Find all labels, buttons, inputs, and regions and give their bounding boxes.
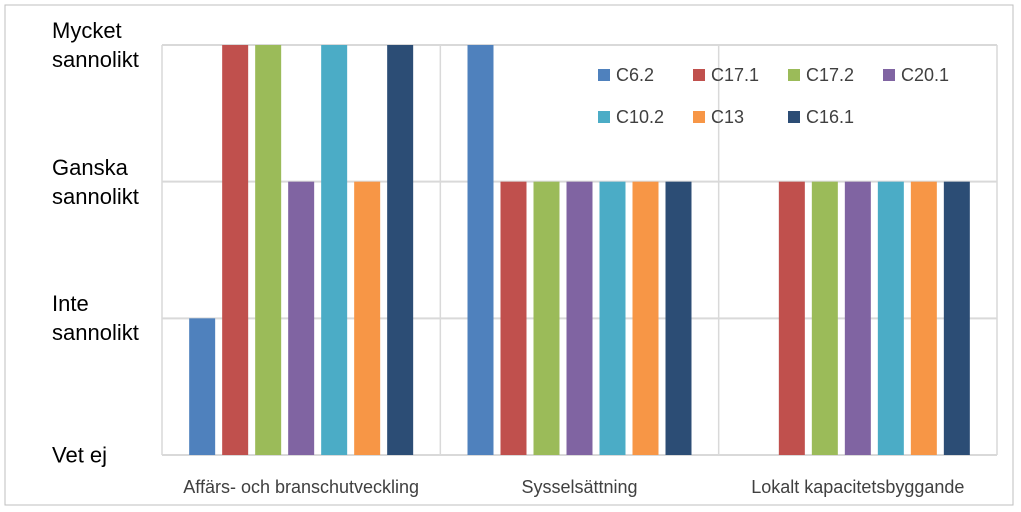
bar bbox=[877, 181, 904, 455]
legend-swatch bbox=[598, 69, 610, 81]
bar bbox=[189, 318, 216, 455]
bar bbox=[599, 181, 626, 455]
bar bbox=[778, 181, 805, 455]
legend-swatch bbox=[598, 111, 610, 123]
bar bbox=[632, 181, 659, 455]
bar bbox=[467, 45, 494, 455]
legend-label: C17.1 bbox=[711, 65, 759, 85]
x-tick-label: Sysselsättning bbox=[521, 477, 637, 497]
legend-swatch bbox=[788, 69, 800, 81]
bar bbox=[533, 181, 560, 455]
bar bbox=[255, 45, 282, 455]
y-tick-label: Mycket sannolikt bbox=[52, 18, 139, 72]
bar bbox=[566, 181, 593, 455]
legend-swatch bbox=[693, 69, 705, 81]
legend-label: C16.1 bbox=[806, 107, 854, 127]
bar bbox=[844, 181, 871, 455]
bar bbox=[910, 181, 937, 455]
bar bbox=[321, 45, 348, 455]
bar bbox=[387, 45, 414, 455]
legend-swatch bbox=[788, 111, 800, 123]
bar bbox=[288, 181, 315, 455]
bar bbox=[354, 181, 381, 455]
x-tick-label: Affärs- och branschutveckling bbox=[183, 477, 419, 497]
legend-label: C20.1 bbox=[901, 65, 949, 85]
y-tick-label: Vet ej bbox=[52, 442, 108, 468]
legend-label: C6.2 bbox=[616, 65, 654, 85]
legend-swatch bbox=[883, 69, 895, 81]
bar bbox=[500, 181, 527, 455]
legend-swatch bbox=[693, 111, 705, 123]
y-tick-label: Ganska sannolikt bbox=[52, 154, 139, 209]
legend-label: C10.2 bbox=[616, 107, 664, 127]
bar bbox=[665, 181, 692, 455]
legend-label: C17.2 bbox=[806, 65, 854, 85]
y-tick-label: Inte sannolikt bbox=[52, 291, 139, 346]
bar bbox=[943, 181, 970, 455]
x-tick-label: Lokalt kapacitetsbyggande bbox=[751, 477, 964, 497]
bar bbox=[222, 45, 249, 455]
bar bbox=[811, 181, 838, 455]
legend-label: C13 bbox=[711, 107, 744, 127]
chart-border bbox=[4, 4, 1014, 506]
